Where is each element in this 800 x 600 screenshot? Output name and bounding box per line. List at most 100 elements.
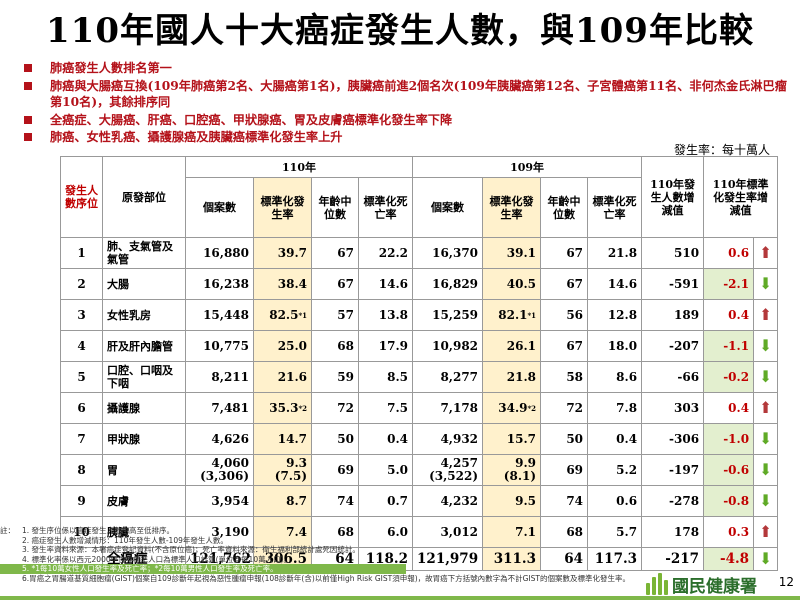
age-110-cell: 69	[311, 454, 359, 486]
rate-110-cell: 38.4	[253, 268, 312, 300]
cases-109-cell: 4,932	[412, 423, 484, 455]
diff-rate-cell: -2.1	[703, 268, 755, 300]
diff-rate-cell: -1.1	[703, 330, 755, 362]
header-cases: 個案數	[412, 177, 484, 238]
arrow-down-icon: ⬇	[758, 549, 773, 568]
table-row: 4 肝及肝內膽管 10,775 25.0 68 17.9 10,982 26.1 67 18.0-…	[60, 330, 779, 362]
bullet-square-icon	[24, 81, 32, 90]
cases-110-cell: 16,238	[185, 268, 254, 300]
death-109-cell: 0.4	[587, 423, 643, 455]
cases-110-cell: 10,775	[185, 330, 254, 362]
footnote: 6.胃癌之胃腸道基質細胞瘤(GIST)個案自109診斷年起視為惡性腫瘤申報(10…	[22, 573, 630, 583]
diff-cases-cell: -217	[641, 547, 705, 571]
unit-label: 發生率：每十萬人	[673, 143, 770, 157]
age-109-cell: 50	[540, 423, 589, 455]
site-cell: 攝護腺	[102, 392, 186, 424]
diff-cases-cell: 510	[641, 237, 705, 269]
bullet-item: 肺癌發生人數排名第一	[22, 60, 792, 77]
cases-109-cell: 10,982	[412, 330, 484, 362]
trend-arrow-cell: ⬇	[753, 423, 779, 455]
rank-cell: 5	[60, 361, 103, 393]
footnote-marker: *2	[298, 403, 307, 413]
rank-cell: 3	[60, 299, 103, 331]
age-110-cell: 50	[311, 423, 359, 455]
page-number: 12	[778, 575, 794, 589]
table-row: 1 肺、支氣管及氣管 16,880 39.7 67 22.2 16,370 39.1 67 21.…	[60, 237, 779, 269]
header-site: 原發部位	[102, 156, 186, 238]
cases-109-cell: 121,979	[412, 547, 484, 571]
rate-109-cell: 7.1	[482, 516, 542, 548]
arrow-up-icon: ⬆	[758, 398, 773, 417]
diff-cases-cell: 303	[641, 392, 705, 424]
diff-cases-cell: 189	[641, 299, 705, 331]
rate-110-cell: 14.7	[253, 423, 312, 455]
bullet-item: 全癌症、大腸癌、肝癌、口腔癌、甲狀腺癌、胃及皮膚癌標準化發生率下降	[22, 112, 792, 129]
diff-rate-cell: -0.8	[703, 485, 755, 517]
rate-109-cell: 9.5	[482, 485, 542, 517]
diff-cases-cell: -66	[641, 361, 705, 393]
death-109-cell: 18.0	[587, 330, 643, 362]
table-row: 7 甲狀腺 4,626 14.7 50 0.4 4,932 15.7 50 0.4 -306 -1.0…	[60, 423, 779, 455]
table-row: 9 皮膚 3,954 8.7 74 0.7 4,232 9.5 74 0.6 -278 -0.8 ⬇	[60, 485, 779, 517]
death-109-cell: 5.2	[587, 454, 643, 486]
rate-109-cell: 311.3	[482, 547, 542, 571]
footnote-marker: *1	[527, 310, 537, 320]
site-cell: 肺、支氣管及氣管	[102, 237, 186, 269]
age-109-cell: 56	[540, 299, 589, 331]
cases-109-cell: 4,257 (3,522)	[412, 454, 484, 486]
footnote: 1. 發生序位係以癌症發生人數由高至低排序。	[22, 526, 175, 535]
header-diff-cases: 110年發生人數增減值	[641, 156, 705, 238]
rate-110-cell: 35.3*2	[253, 392, 312, 424]
age-110-cell: 74	[311, 485, 359, 517]
page-title: 110年國人十大癌症發生人數，與109年比較	[46, 11, 754, 51]
rank-cell: 7	[60, 423, 103, 455]
rate-110-cell: 82.5*1	[253, 299, 312, 331]
death-110-cell: 13.8	[357, 299, 414, 331]
cases-110-cell: 8,211	[185, 361, 254, 393]
arrow-down-icon: ⬇	[758, 491, 773, 510]
table-row: 全癌症 121,762 306.5 64 118.2 121,979 311.3 64 117.…	[60, 547, 779, 571]
diff-rate-cell: -1.0	[703, 423, 755, 455]
rate-109-cell: 40.5	[482, 268, 542, 300]
age-109-cell: 67	[540, 237, 589, 269]
footnote: 5. *1每10萬女性人口發生率及死亡率；*2每10萬男性人口發生率及死亡率。	[0, 564, 406, 574]
cases-109-cell: 15,259	[412, 299, 484, 331]
cases-109-cell: 16,370	[412, 237, 484, 269]
footnotes: 註： 1. 發生序位係以癌症發生人數由高至低排序。 2. 癌症發生人數增減情形：…	[0, 526, 800, 583]
site-cell: 甲狀腺	[102, 423, 186, 455]
diff-rate-cell: -0.6	[703, 454, 755, 486]
arrow-up-icon: ⬆	[758, 305, 773, 324]
trend-arrow-cell: ⬇	[753, 361, 779, 393]
cancer-table: 發生人數序位 原發部位 110年 109年 110年發生人數增減值 110年標準…	[60, 156, 779, 571]
age-109-cell: 69	[540, 454, 589, 486]
site-cell: 皮膚	[102, 485, 186, 517]
trend-arrow-cell: ⬆	[753, 516, 779, 548]
brand-name: 國民健康署	[672, 576, 757, 597]
age-109-cell: 58	[540, 361, 589, 393]
death-110-cell: 0.7	[357, 485, 414, 517]
age-109-cell: 72	[540, 392, 589, 424]
arrow-down-icon: ⬇	[758, 274, 773, 293]
death-109-cell: 21.8	[587, 237, 643, 269]
header-year-110: 110年	[184, 156, 414, 178]
death-109-cell: 12.8	[587, 299, 643, 331]
death-109-cell: 0.6	[587, 485, 643, 517]
rank-cell: 9	[60, 485, 103, 517]
hpa-logo-icon	[646, 573, 668, 595]
death-110-cell: 8.5	[357, 361, 414, 393]
rate-109-cell: 39.1	[482, 237, 542, 269]
site-cell: 胃	[102, 454, 186, 486]
diff-cases-cell: -197	[641, 454, 705, 486]
rank-cell: 4	[60, 330, 103, 362]
header-std-rate: 標準化發生率	[482, 177, 542, 238]
diff-cases-cell: -278	[641, 485, 705, 517]
diff-cases-cell: -591	[641, 268, 705, 300]
diff-cases-cell: -306	[641, 423, 705, 455]
cases-109-cell: 7,178	[412, 392, 484, 424]
death-110-cell: 6.0	[357, 516, 414, 548]
rate-109-cell: 34.9*2	[482, 392, 542, 424]
table-row: 5 口腔、口咽及下咽 8,211 21.6 59 8.5 8,277 21.8 58 8.6 -66…	[60, 361, 779, 393]
rate-110-cell: 8.7	[253, 485, 312, 517]
header-median-age: 年齡中位數	[540, 177, 589, 238]
death-109-cell: 5.7	[587, 516, 643, 548]
